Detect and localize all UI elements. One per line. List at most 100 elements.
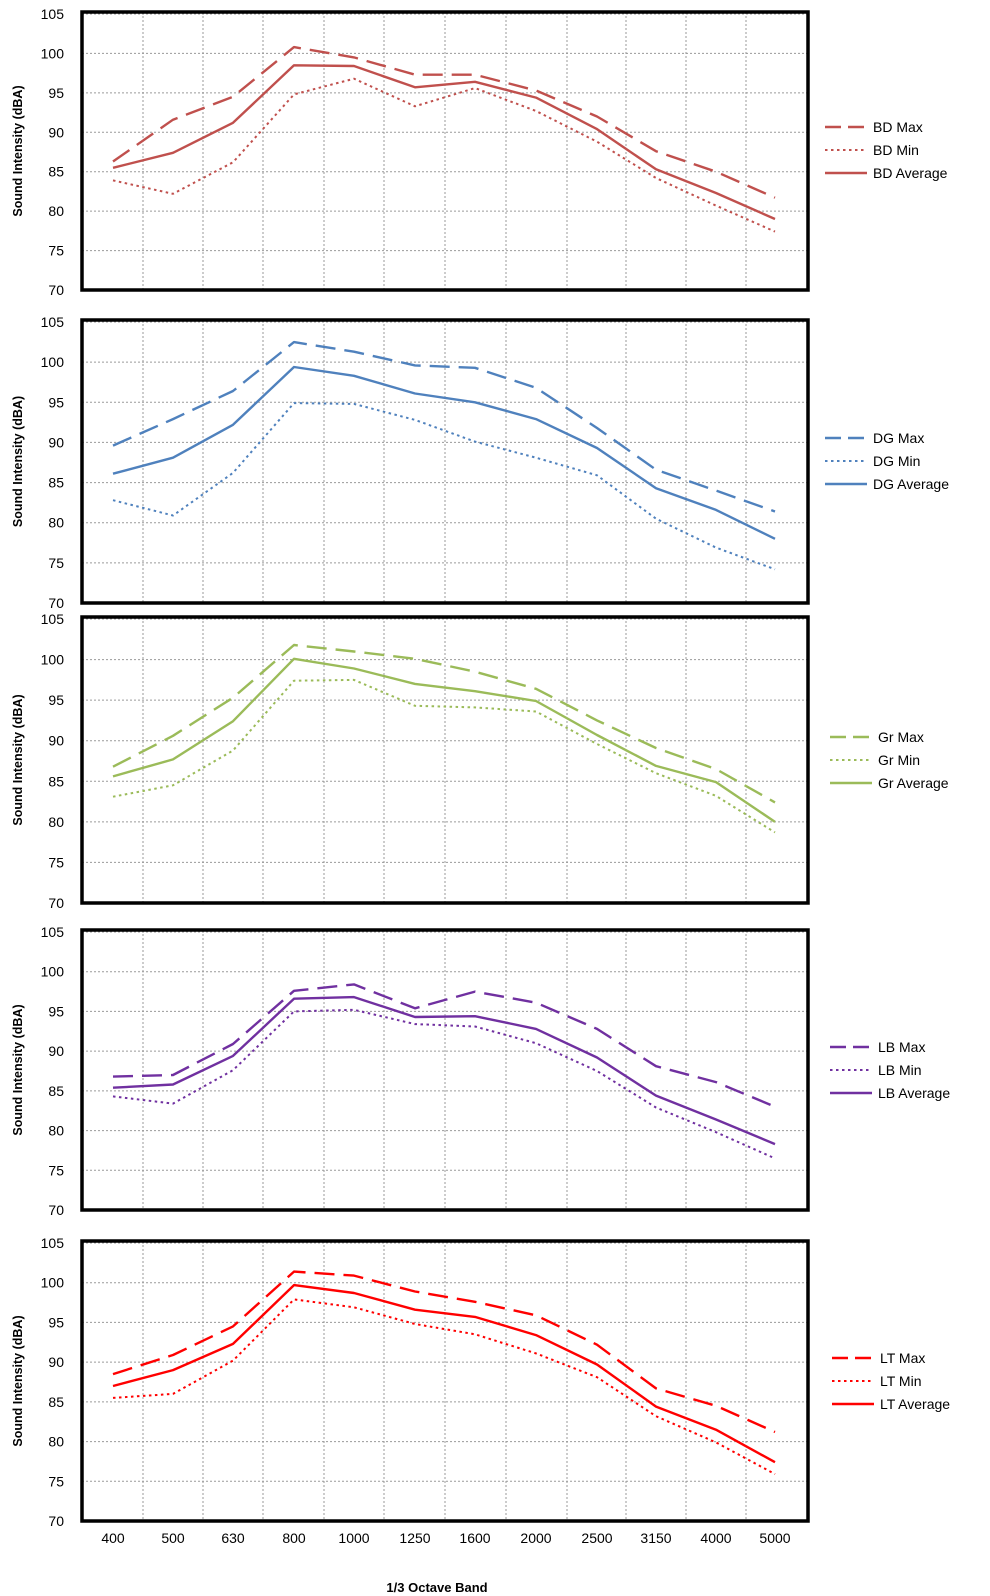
y-tick-label: 70: [48, 895, 64, 911]
plot-area: [82, 617, 808, 903]
y-axis-label: Sound Intensity (dBA): [11, 1004, 25, 1135]
y-tick-label: 95: [48, 692, 64, 708]
legend-entry: DG Average: [873, 476, 949, 492]
y-axis-label: Sound Intensity (dBA): [11, 694, 25, 825]
legend-entry: BD Min: [873, 142, 919, 158]
series-line-gr-max: [112, 643, 776, 804]
y-axis-label: Sound Intensity (dBA): [11, 396, 25, 527]
legend-entry: LT Average: [880, 1396, 950, 1412]
plot-frame: [80, 10, 810, 292]
y-tick-label: 85: [48, 164, 64, 180]
y-tick-label: 75: [48, 1162, 64, 1178]
plot-area: [82, 930, 808, 1210]
legend-entry: Gr Min: [878, 752, 920, 768]
legend-entry: LT Max: [880, 1350, 925, 1366]
y-tick-label: 90: [48, 733, 64, 749]
y-axis-label: Sound Intensity (dBA): [11, 1315, 25, 1446]
x-tick-label: 2000: [520, 1530, 551, 1546]
x-tick-label: 1250: [399, 1530, 430, 1546]
series-line-bd-average: [112, 64, 776, 221]
series-line-dg-min: [112, 402, 776, 571]
y-tick-label: 70: [48, 1202, 64, 1218]
y-axis-label: Sound Intensity (dBA): [11, 85, 25, 216]
y-tick-label: 80: [48, 203, 64, 219]
plot-frame: [80, 1239, 810, 1523]
series-line-lb-max: [112, 983, 776, 1108]
y-tick-label: 95: [48, 1314, 64, 1330]
legend-entry: BD Average: [873, 165, 948, 181]
legend-entry: LB Min: [878, 1062, 922, 1078]
y-tick-label: 75: [48, 243, 64, 259]
y-tick-label: 105: [41, 6, 65, 22]
plot-area: [82, 320, 808, 603]
series-line-gr-average: [112, 657, 776, 823]
y-tick-label: 90: [48, 124, 64, 140]
y-tick-label: 90: [48, 1043, 64, 1059]
legend-entry: Gr Max: [878, 729, 924, 745]
series-line-lt-average: [112, 1283, 776, 1464]
y-tick-label: 80: [48, 515, 64, 531]
x-tick-label: 2500: [581, 1530, 612, 1546]
y-tick-label: 80: [48, 1434, 64, 1450]
y-tick-label: 75: [48, 555, 64, 571]
plot-frame: [80, 615, 810, 905]
y-tick-label: 100: [41, 652, 65, 668]
y-tick-label: 70: [48, 1513, 64, 1529]
series-line-bd-max: [112, 45, 776, 199]
x-tick-label: 1600: [459, 1530, 490, 1546]
legend-entry: DG Min: [873, 453, 920, 469]
y-tick-label: 95: [48, 394, 64, 410]
x-tick-label: 3150: [640, 1530, 671, 1546]
y-tick-label: 100: [41, 964, 65, 980]
y-tick-label: 70: [48, 595, 64, 611]
legend-entry: BD Max: [873, 119, 923, 135]
legend-entry: LT Min: [880, 1373, 922, 1389]
x-tick-label: 800: [282, 1530, 306, 1546]
series-line-gr-min: [112, 678, 776, 834]
chart-panel-4: 70 75 80 85 90 95 100 105 Sound Intensity (dBA) L…: [11, 924, 950, 1218]
y-tick-label: 105: [41, 1235, 65, 1251]
y-tick-label: 75: [48, 1473, 64, 1489]
series-line-lb-average: [112, 995, 776, 1146]
y-tick-label: 100: [41, 45, 65, 61]
legend-entry: LB Average: [878, 1085, 950, 1101]
y-tick-label: 105: [41, 611, 65, 627]
y-tick-label: 105: [41, 924, 65, 940]
y-tick-label: 90: [48, 434, 64, 450]
chart-panel-3: 70 75 80 85 90 95 100 105 Sound Intensity (dBA) G…: [11, 611, 949, 911]
y-tick-label: 85: [48, 475, 64, 491]
plot-area: [82, 12, 808, 290]
y-tick-label: 105: [41, 314, 65, 330]
legend-entry: Gr Average: [878, 775, 949, 791]
x-tick-label: 1000: [338, 1530, 369, 1546]
chart-panel-5: 70 75 80 85 90 95 100 105 Sound Intensity (dBA) L…: [11, 1235, 950, 1595]
x-tick-label: 4000: [700, 1530, 731, 1546]
y-tick-label: 100: [41, 354, 65, 370]
series-line-dg-max: [112, 340, 776, 513]
chart-panel-1: 70 75 80 85 90 95 100 105 Sound Intensity (dBA) B…: [11, 6, 948, 298]
legend-entry: DG Max: [873, 430, 924, 446]
y-tick-label: 85: [48, 773, 64, 789]
series-line-lt-max: [112, 1270, 776, 1434]
series-line-lb-min: [112, 1008, 776, 1160]
y-tick-label: 85: [48, 1083, 64, 1099]
series-line-lt-min: [112, 1298, 776, 1475]
plot-frame: [80, 928, 810, 1212]
y-tick-label: 85: [48, 1394, 64, 1410]
y-tick-label: 90: [48, 1354, 64, 1370]
x-tick-label: 630: [221, 1530, 245, 1546]
plot-frame: [80, 318, 810, 605]
x-tick-label: 500: [161, 1530, 185, 1546]
chart-panel-2: 70 75 80 85 90 95 100 105 Sound Intensity (dBA) D…: [11, 314, 949, 611]
series-line-dg-average: [112, 365, 776, 540]
y-tick-label: 80: [48, 814, 64, 830]
y-tick-label: 70: [48, 282, 64, 298]
x-tick-label: 400: [101, 1530, 125, 1546]
x-axis-label: 1/3 Octave Band: [386, 1580, 487, 1595]
y-tick-label: 100: [41, 1275, 65, 1291]
x-tick-label: 5000: [759, 1530, 790, 1546]
plot-area: [82, 1241, 808, 1521]
y-tick-label: 75: [48, 854, 64, 870]
y-tick-label: 95: [48, 1003, 64, 1019]
